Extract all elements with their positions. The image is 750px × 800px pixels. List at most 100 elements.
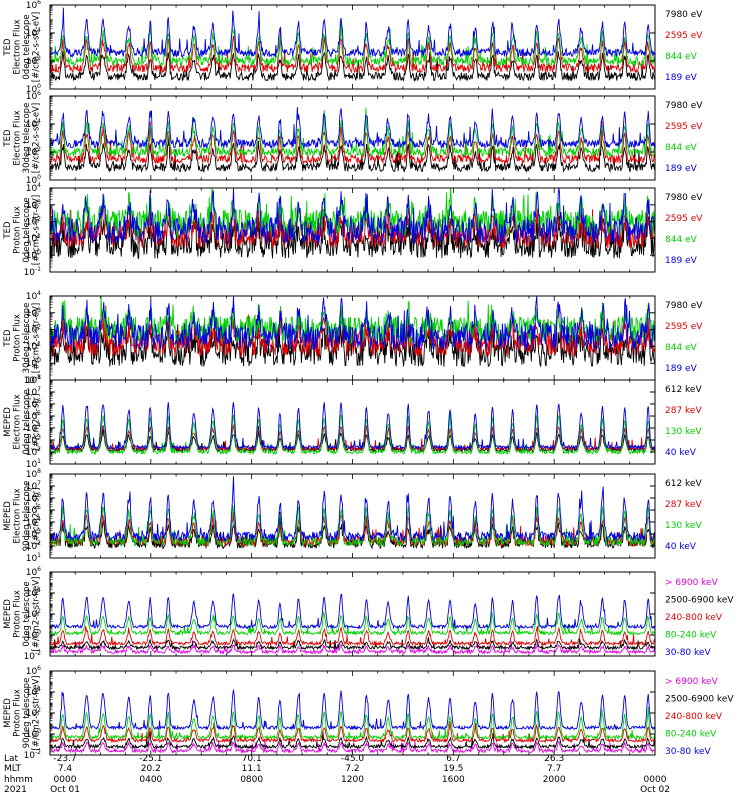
- series-4-line: [50, 706, 655, 741]
- series-4-line: [50, 7, 655, 59]
- y-axis-label: 0deg telescope: [22, 14, 32, 79]
- y-axis-label: [#/cm2-s-str]: [32, 488, 42, 545]
- legend-entry: 2595 eV: [665, 122, 703, 132]
- y-axis-label: MEPED: [3, 698, 13, 728]
- y-axis-label: [#/cm2-s-str-keV]: [32, 676, 42, 751]
- legend-entry: 240-800 keV: [665, 613, 723, 623]
- legend-entry: 2595 eV: [665, 322, 703, 332]
- x-axis-hhmm-label: 0000: [644, 775, 667, 785]
- x-axis-hhmm-label: 0000: [54, 775, 77, 785]
- legend-entry: 40 keV: [665, 542, 697, 552]
- y-tick-label: 108: [26, 468, 41, 480]
- y-axis-label: Proton Flux: [13, 206, 23, 254]
- legend-entry: 40 keV: [665, 448, 697, 458]
- series-2-line: [50, 731, 655, 750]
- legend-entry: 130 keV: [665, 521, 702, 531]
- y-axis-label: Proton Flux: [13, 689, 23, 737]
- series-2-line: [50, 120, 655, 165]
- x-axis-mlt-label: 11.1: [242, 764, 262, 774]
- x-axis-mlt-label: 7.4: [58, 764, 73, 774]
- legend-entry: 2595 eV: [665, 214, 703, 224]
- series-5-line: [50, 689, 655, 731]
- x-axis-hhmm-label: 1200: [341, 775, 364, 785]
- series-1-line: [50, 134, 655, 173]
- y-axis-label: TED: [3, 38, 13, 57]
- legend-entry: 844 eV: [665, 235, 698, 245]
- panel-frame: [49, 670, 656, 756]
- legend-entry: 189 eV: [665, 164, 698, 174]
- series-4-line: [50, 611, 655, 637]
- x-axis-hhmm-label: 2000: [543, 775, 566, 785]
- y-axis-label: Proton Flux: [13, 314, 23, 362]
- legend-entry: 7980 eV: [665, 10, 703, 20]
- legend-entry: 30-80 keV: [665, 747, 711, 757]
- panel-4-traces: [50, 296, 655, 368]
- y-axis-label: Electron Flux: [13, 19, 23, 74]
- x-axis-hhmm-label: 0400: [139, 775, 162, 785]
- y-tick-label: 106: [26, 0, 41, 11]
- series-3-line: [50, 107, 655, 158]
- legend-entry: 287 keV: [665, 500, 702, 510]
- legend-entry: > 6900 keV: [665, 677, 719, 687]
- legend-entry: 189 eV: [665, 364, 698, 374]
- y-axis-label: Electron Flux: [13, 394, 23, 449]
- panel-5-traces: [50, 402, 655, 456]
- series-4-line: [50, 188, 655, 245]
- legend-entry: 189 eV: [665, 256, 698, 266]
- y-axis-label: [#/cm2-s-str-eV]: [32, 103, 42, 173]
- legend-entry: > 6900 keV: [665, 578, 719, 588]
- legend-entry: 240-800 keV: [665, 712, 723, 722]
- y-axis-label: 0deg telescope: [22, 389, 32, 454]
- legend-entry: 189 eV: [665, 73, 698, 83]
- y-axis-label: [#/cm2-s-str-eV]: [32, 195, 42, 265]
- series-4-line: [50, 402, 655, 451]
- legend-entry: 2595 eV: [665, 31, 703, 41]
- y-axis-label: [#/cm2-s-str-eV]: [32, 12, 42, 82]
- x-axis-mlt-label: 20.2: [141, 764, 161, 774]
- series-3-line: [50, 505, 655, 548]
- series-2-line: [50, 28, 655, 74]
- series-3-line: [50, 625, 655, 647]
- y-axis-label: [#/cm2-s-str]: [32, 394, 42, 451]
- y-axis-label: TED: [3, 221, 13, 240]
- series-1-line: [50, 50, 655, 83]
- y-axis-label: 0deg telescope: [22, 581, 32, 646]
- y-axis-label: 90deg telescope: [22, 678, 32, 749]
- panel-7-traces: [50, 593, 655, 655]
- series-3-line: [50, 19, 655, 67]
- panel-3-traces: [50, 188, 655, 259]
- y-tick-label: 108: [26, 374, 41, 386]
- panel-6-traces: [50, 476, 655, 550]
- y-axis-label: Proton Flux: [13, 590, 23, 638]
- x-axis-row-label: hhmm: [4, 775, 33, 785]
- legend-entry: 80-240 keV: [665, 631, 717, 641]
- y-axis-label: 0deg telescope: [22, 197, 32, 262]
- x-axis-date-label: Oct 01: [50, 785, 80, 795]
- y-tick-label: 104: [26, 290, 41, 302]
- series-3-line: [50, 412, 655, 456]
- legend-entry: 844 eV: [665, 52, 698, 62]
- legend-entry: 287 keV: [665, 406, 702, 416]
- legend-entry: 612 keV: [665, 479, 702, 489]
- legend-entry: 844 eV: [665, 343, 698, 353]
- series-4-line: [50, 476, 655, 543]
- y-tick-label: 104: [26, 182, 41, 194]
- x-axis-lat-label: -23.7: [53, 754, 76, 764]
- panel-2-traces: [50, 106, 655, 173]
- legend-entry: 7980 eV: [665, 193, 703, 203]
- y-axis-label: [#/cm2-s-str-keV]: [32, 577, 42, 652]
- x-axis-row-label: Lat: [4, 754, 19, 764]
- panel-8-traces: [50, 689, 655, 755]
- legend-entry: 130 keV: [665, 427, 702, 437]
- series-2-line: [50, 636, 655, 651]
- legend-entry: 80-240 keV: [665, 730, 717, 740]
- legend-entry: 2500-6900 keV: [665, 695, 734, 705]
- x-axis-row-label: 2021: [4, 785, 27, 795]
- x-axis-row-label: MLT: [4, 764, 22, 774]
